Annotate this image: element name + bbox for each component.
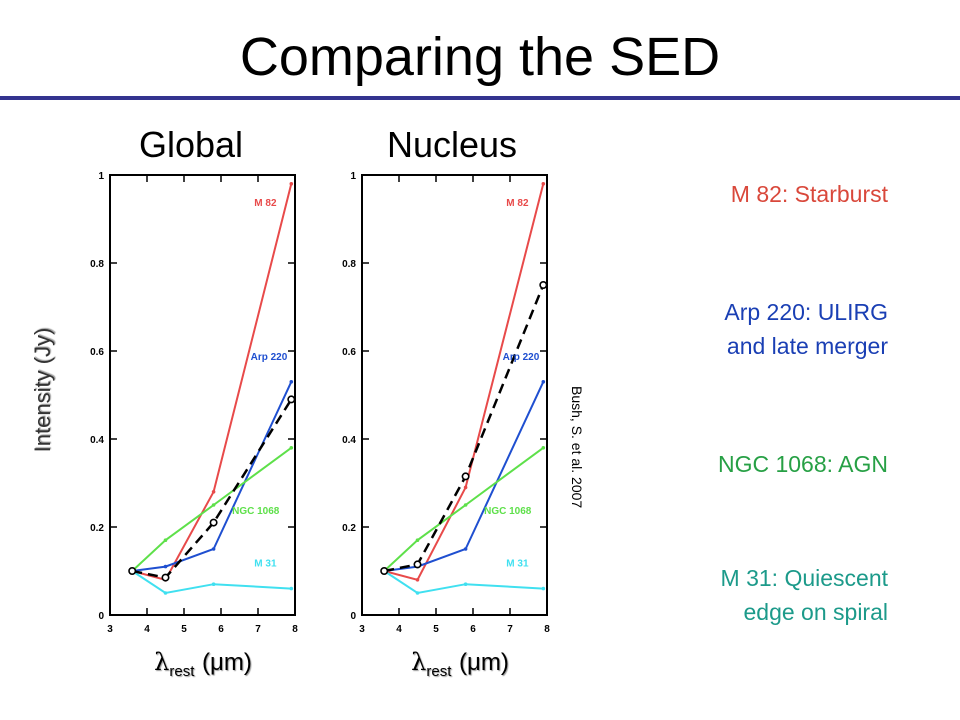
series-m-82-point — [415, 578, 420, 582]
series-m-31-point — [163, 591, 168, 595]
chart-nucleus: 3 4 5 6 7 8 0 0.2 0.4 0.6 0.8 1 M 82 Arp 220 NGC 1068 M… — [342, 171, 550, 635]
series-ngc-1068-point — [211, 503, 216, 507]
series-label: NGC 1068 — [484, 506, 532, 517]
series-arp-220-point — [289, 380, 294, 384]
x-tick-label: 4 — [396, 624, 402, 635]
legend-m31: M 31: Quiescent edge on spiral — [721, 561, 888, 629]
x-tick-label: 8 — [544, 624, 550, 635]
y-tick-label: 0.2 — [90, 523, 104, 534]
series-average-line — [383, 284, 545, 573]
legend-m31-line2: edge on spiral — [743, 599, 889, 625]
legend-ngc1068-line1: NGC 1068: AGN — [717, 451, 888, 477]
x-tick-label: 7 — [255, 624, 261, 635]
series-label: M 31 — [506, 559, 529, 570]
series-average-point — [287, 395, 296, 404]
series-m-82-line — [383, 183, 545, 581]
series-m-31-line — [383, 570, 544, 595]
legend-arp220-line1: Arp 220: ULIRG — [724, 299, 888, 325]
x-tick-label: 4 — [144, 624, 150, 635]
series-average-point — [461, 472, 470, 481]
series-average-point — [128, 566, 137, 575]
series-average-point — [539, 281, 548, 290]
series-label: M 31 — [254, 559, 277, 570]
y-tick-label: 0.4 — [90, 435, 104, 446]
series-average-point — [209, 518, 218, 527]
series-ngc-1068-point — [163, 538, 168, 542]
y-tick-label: 0.6 — [90, 347, 104, 358]
series-m-31-point — [463, 582, 468, 586]
y-axis-label: Intensity (Jy) — [30, 327, 55, 453]
series-arp-220-point — [463, 547, 468, 551]
plot-frame — [361, 174, 548, 616]
series-ngc-1068-point — [289, 446, 294, 450]
series-label: NGC 1068 — [232, 506, 280, 517]
series-ngc-1068-line — [131, 446, 292, 572]
legend-m31-line1: M 31: Quiescent — [720, 565, 888, 591]
series-label: M 82 — [506, 198, 529, 209]
series-average-point — [161, 573, 170, 582]
lambda-subscript: rest — [426, 662, 452, 680]
x-axis-label-nucleus: λrest (μm) — [350, 648, 570, 680]
title-divider — [0, 96, 960, 100]
series-m-82-point — [211, 490, 216, 494]
series-ngc-1068-point — [541, 446, 546, 450]
series-m-82-point — [289, 182, 294, 186]
legend-arp220: Arp 220: ULIRG and late merger — [724, 295, 888, 363]
y-tick-label: 1 — [98, 171, 104, 182]
series-label: Arp 220 — [251, 352, 288, 363]
panel-title-nucleus: Nucleus — [386, 124, 518, 165]
citation: Bush, S. et al. 2007 — [569, 386, 585, 509]
series-arp-220-point — [211, 547, 216, 551]
series-m-31-point — [211, 582, 216, 586]
series-m-31-line — [131, 570, 292, 595]
series-label: Arp 220 — [503, 352, 540, 363]
series-m-82-point — [541, 182, 546, 186]
lambda-symbol: λ — [154, 648, 170, 676]
series-m-31-point — [289, 586, 294, 591]
series-label: M 82 — [254, 198, 277, 209]
panel-title-global: Global — [138, 124, 244, 165]
y-tick-label: 0 — [98, 611, 104, 622]
series-arp-220-line — [132, 381, 293, 572]
legend-m82: M 82: Starburst — [731, 177, 888, 211]
legend-arp220-line2: and late merger — [726, 333, 888, 359]
x-tick-label: 6 — [470, 624, 476, 635]
series-arp-220-point — [541, 380, 546, 384]
x-tick-label: 5 — [433, 624, 439, 635]
series-average-point — [413, 560, 422, 569]
legend-m82-line1: M 82: Starburst — [730, 181, 888, 207]
y-tick-label: 0.8 — [90, 259, 104, 270]
slide-title: Comparing the SED — [239, 27, 721, 87]
y-tick-label: 0 — [350, 611, 356, 622]
x-axis-label-global: λrest (μm) — [93, 648, 313, 680]
lambda-subscript: rest — [169, 662, 195, 680]
series-ngc-1068-point — [463, 503, 468, 507]
x-tick-label: 8 — [292, 624, 298, 635]
series-ngc-1068-point — [415, 538, 420, 542]
y-tick-label: 0.4 — [342, 435, 356, 446]
lambda-symbol: λ — [411, 648, 427, 676]
legend-ngc1068: NGC 1068: AGN — [718, 447, 888, 481]
y-tick-label: 0.8 — [342, 259, 356, 270]
y-tick-label: 1 — [350, 171, 356, 182]
series-m-31-point — [541, 586, 546, 591]
series-m-82-point — [463, 485, 468, 490]
series-m-31-point — [415, 591, 420, 595]
series-arp-220-point — [163, 564, 168, 569]
x-axis-unit: (μm) — [202, 649, 252, 676]
y-tick-label: 0.6 — [342, 347, 356, 358]
series-average-point — [380, 566, 389, 575]
x-axis-unit: (μm) — [459, 649, 509, 676]
chart-global: 3 4 5 6 7 8 0 0.2 0.4 0.6 0.8 1 M 82 Arp 220 NGC 1068 M… — [90, 171, 298, 635]
y-tick-label: 0.2 — [342, 523, 356, 534]
x-tick-label: 3 — [107, 624, 113, 635]
x-tick-label: 7 — [507, 624, 513, 635]
plot-frame — [109, 174, 296, 616]
x-tick-label: 5 — [181, 624, 187, 635]
series-average-line — [131, 398, 293, 579]
x-tick-label: 3 — [359, 624, 365, 635]
x-tick-label: 6 — [218, 624, 224, 635]
